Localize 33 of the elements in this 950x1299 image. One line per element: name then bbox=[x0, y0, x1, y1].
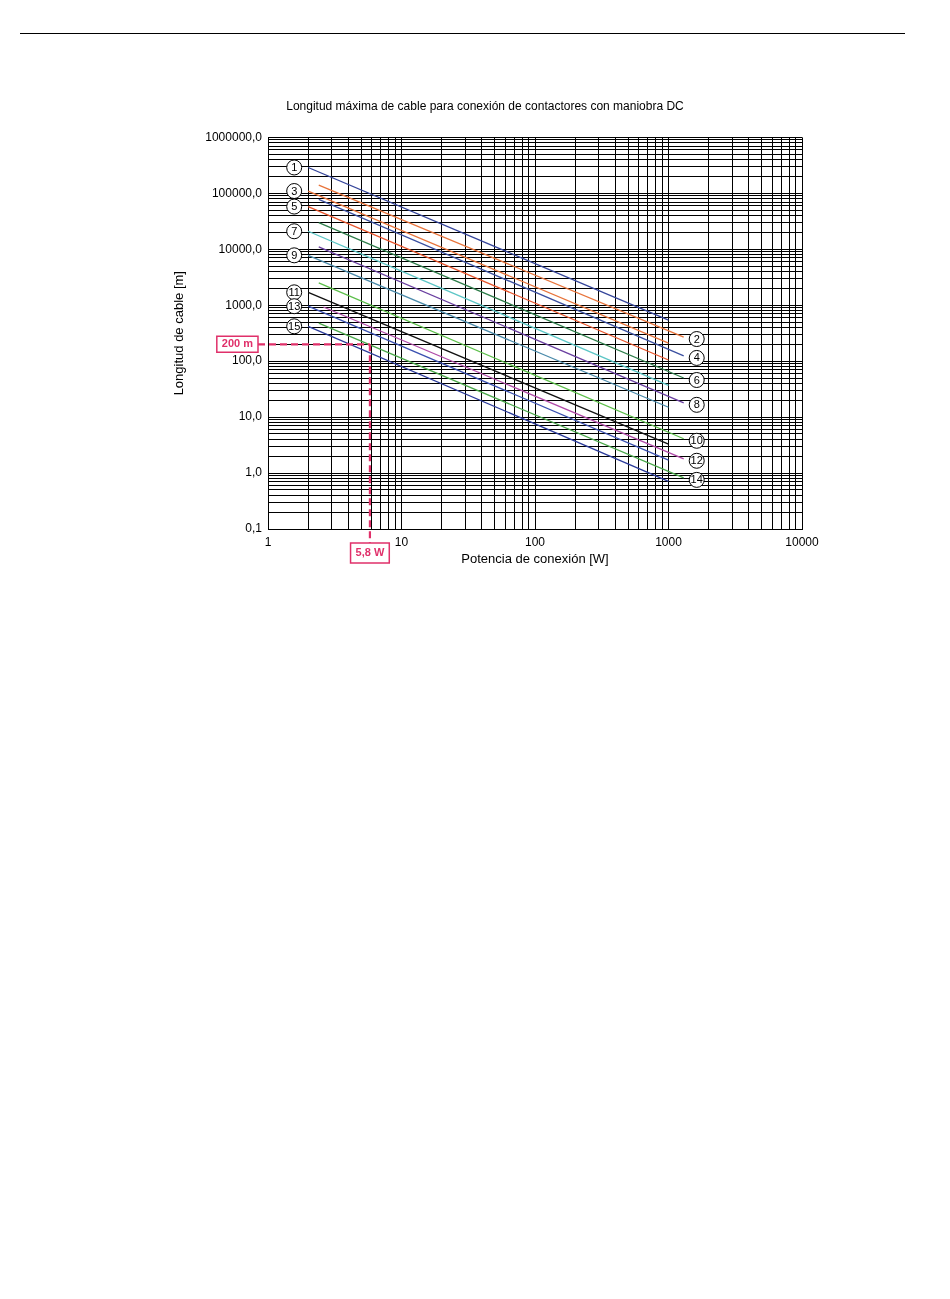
y-tick-label: 10000,0 bbox=[218, 241, 263, 256]
x-tick-label: 100 bbox=[524, 534, 546, 549]
series-label: 12 bbox=[690, 454, 703, 467]
x-tick-label: 10 bbox=[394, 534, 409, 549]
series-label: 6 bbox=[693, 373, 700, 386]
series-label: 8 bbox=[693, 398, 700, 411]
y-tick-label: 1000,0 bbox=[225, 297, 263, 312]
y-tick-label: 1000000,0 bbox=[205, 129, 263, 144]
series-label: 9 bbox=[291, 248, 298, 261]
series-label: 11 bbox=[288, 285, 300, 298]
series-label: 7 bbox=[291, 224, 298, 237]
series-label: 1 bbox=[291, 161, 298, 174]
y-tick-label: 10,0 bbox=[238, 409, 263, 424]
series-label: 4 bbox=[693, 351, 700, 364]
y-axis-title: Longitud de cable [m] bbox=[171, 271, 187, 396]
series-label: 10 bbox=[690, 434, 703, 447]
y-tick-label: 100,0 bbox=[231, 353, 263, 368]
y-tick-label: 1,0 bbox=[245, 465, 263, 480]
series-label: 15 bbox=[288, 319, 301, 332]
series-label: 13 bbox=[288, 299, 301, 312]
x-tick-label: 1 bbox=[264, 534, 272, 549]
x-axis-title: Potencia de conexión [W] bbox=[461, 550, 609, 566]
x-tick-label: 10000 bbox=[785, 534, 820, 549]
y-tick-label: 100000,0 bbox=[211, 185, 263, 200]
series-label: 5 bbox=[291, 200, 298, 213]
ref-line-label: 200 m bbox=[221, 337, 254, 350]
x-tick-label: 1000 bbox=[655, 534, 683, 549]
series-label: 2 bbox=[693, 332, 700, 345]
y-tick-label: 0,1 bbox=[245, 521, 263, 536]
series-label: 14 bbox=[690, 473, 703, 486]
ref-line-label: 5,8 W bbox=[355, 546, 385, 559]
series-label: 3 bbox=[291, 184, 298, 197]
chart-title: Longitud máxima de cable para conexión de contactores con maniobra DC bbox=[286, 98, 685, 113]
